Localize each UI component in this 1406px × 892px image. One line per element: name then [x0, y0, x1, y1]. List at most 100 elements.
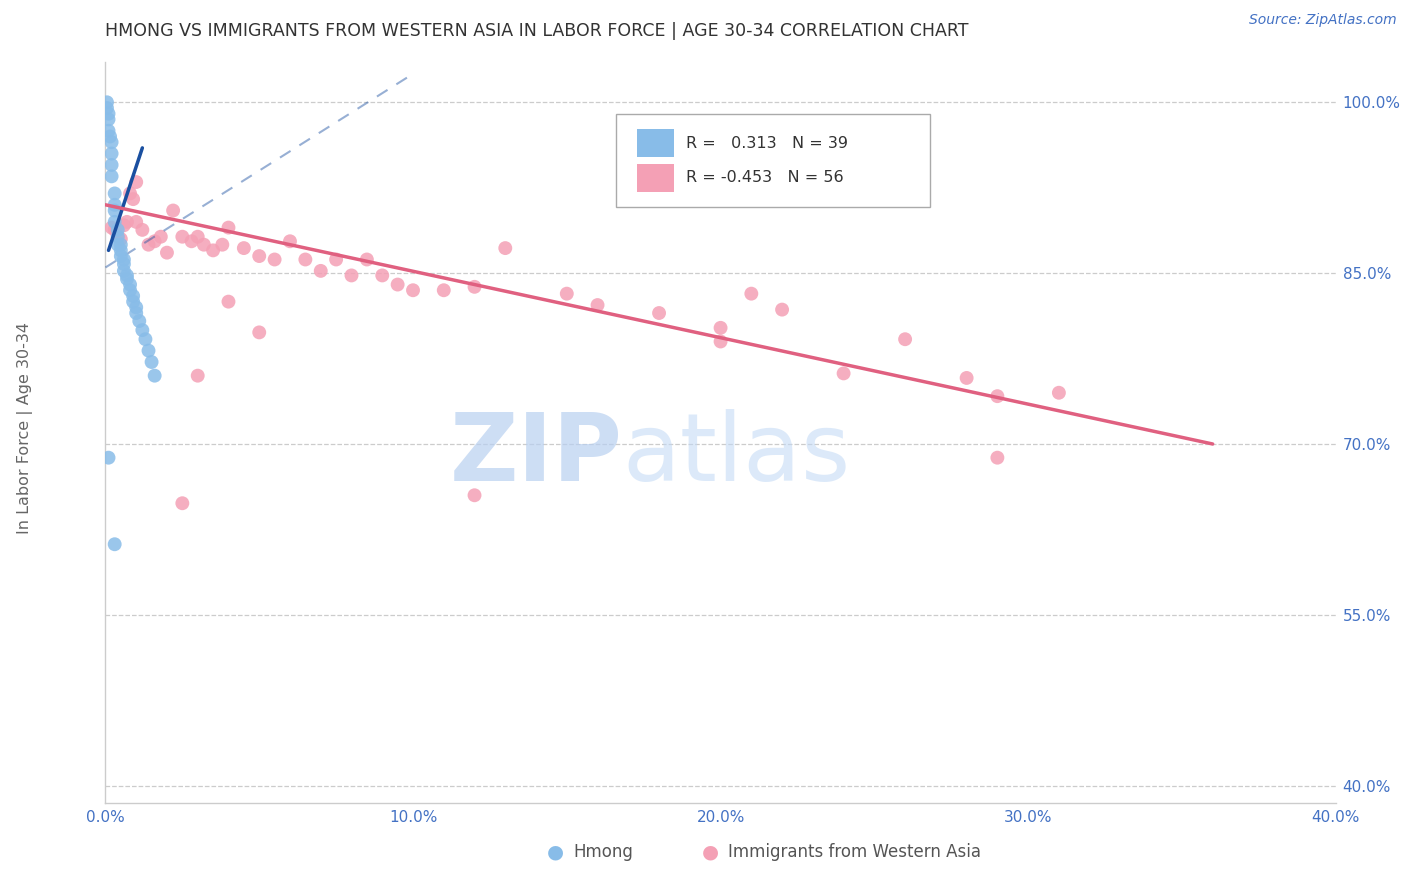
Text: In Labor Force | Age 30-34: In Labor Force | Age 30-34 — [17, 322, 34, 534]
Point — [107, 229, 129, 244]
Point — [138, 343, 160, 358]
Point — [98, 129, 121, 144]
Point — [172, 229, 194, 244]
Point — [107, 237, 129, 252]
Point — [110, 237, 132, 252]
Point — [125, 175, 148, 189]
Point — [115, 272, 138, 286]
Point — [325, 252, 347, 267]
Point — [180, 234, 202, 248]
Point — [464, 280, 486, 294]
Text: Source: ZipAtlas.com: Source: ZipAtlas.com — [1249, 13, 1396, 28]
Point — [112, 257, 135, 271]
Point — [125, 306, 148, 320]
Point — [104, 215, 127, 229]
Point — [115, 215, 138, 229]
Point — [294, 252, 316, 267]
Point — [122, 192, 145, 206]
Point — [107, 229, 129, 244]
Point — [97, 112, 120, 127]
FancyBboxPatch shape — [616, 114, 929, 207]
Point — [218, 220, 240, 235]
Point — [187, 368, 209, 383]
Point — [122, 294, 145, 309]
Point — [120, 186, 141, 201]
Point — [710, 334, 733, 349]
Point — [710, 321, 733, 335]
Point — [125, 215, 148, 229]
FancyBboxPatch shape — [637, 164, 673, 192]
Point — [97, 450, 120, 465]
Point — [464, 488, 486, 502]
Point — [247, 326, 270, 340]
Point — [894, 332, 917, 346]
Point — [110, 232, 132, 246]
Point — [100, 158, 122, 172]
Point — [309, 264, 332, 278]
Text: ●: ● — [547, 842, 564, 862]
Point — [1047, 385, 1070, 400]
Point — [193, 237, 215, 252]
Point — [120, 277, 141, 292]
Point — [162, 203, 184, 218]
Point — [97, 124, 120, 138]
Point — [143, 234, 166, 248]
Point — [555, 286, 578, 301]
Point — [202, 244, 225, 258]
Point — [371, 268, 394, 283]
Point — [125, 301, 148, 315]
Point — [134, 332, 156, 346]
Point — [740, 286, 762, 301]
Point — [187, 229, 209, 244]
Point — [120, 283, 141, 297]
Point — [232, 241, 254, 255]
Point — [97, 106, 120, 120]
Point — [141, 355, 163, 369]
Point — [100, 135, 122, 149]
Text: atlas: atlas — [621, 409, 851, 500]
Point — [104, 537, 127, 551]
FancyBboxPatch shape — [637, 129, 673, 157]
Point — [770, 302, 793, 317]
Point — [433, 283, 456, 297]
Text: R =   0.313   N = 39: R = 0.313 N = 39 — [686, 136, 848, 151]
Point — [128, 314, 150, 328]
Point — [100, 220, 122, 235]
Text: Immigrants from Western Asia: Immigrants from Western Asia — [728, 843, 981, 861]
Point — [278, 234, 301, 248]
Point — [156, 245, 179, 260]
Point — [138, 237, 160, 252]
Point — [211, 237, 233, 252]
Point — [356, 252, 378, 267]
Point — [986, 450, 1008, 465]
Point — [112, 219, 135, 233]
Point — [172, 496, 194, 510]
Text: R = -0.453   N = 56: R = -0.453 N = 56 — [686, 170, 844, 186]
Point — [218, 294, 240, 309]
Point — [149, 229, 172, 244]
Text: HMONG VS IMMIGRANTS FROM WESTERN ASIA IN LABOR FORCE | AGE 30-34 CORRELATION CHA: HMONG VS IMMIGRANTS FROM WESTERN ASIA IN… — [105, 22, 969, 40]
Point — [100, 169, 122, 184]
Point — [340, 268, 363, 283]
Point — [586, 298, 609, 312]
Point — [112, 252, 135, 267]
Point — [96, 101, 118, 115]
Point — [387, 277, 409, 292]
Point — [832, 367, 855, 381]
Point — [402, 283, 425, 297]
Point — [131, 323, 153, 337]
Point — [263, 252, 285, 267]
Point — [648, 306, 671, 320]
Text: ZIP: ZIP — [450, 409, 621, 500]
Point — [122, 289, 145, 303]
Point — [104, 203, 127, 218]
Point — [112, 264, 135, 278]
Point — [110, 249, 132, 263]
Point — [494, 241, 516, 255]
Point — [143, 368, 166, 383]
Point — [100, 146, 122, 161]
Point — [96, 95, 118, 110]
Point — [131, 223, 153, 237]
Point — [956, 371, 979, 385]
Point — [247, 249, 270, 263]
